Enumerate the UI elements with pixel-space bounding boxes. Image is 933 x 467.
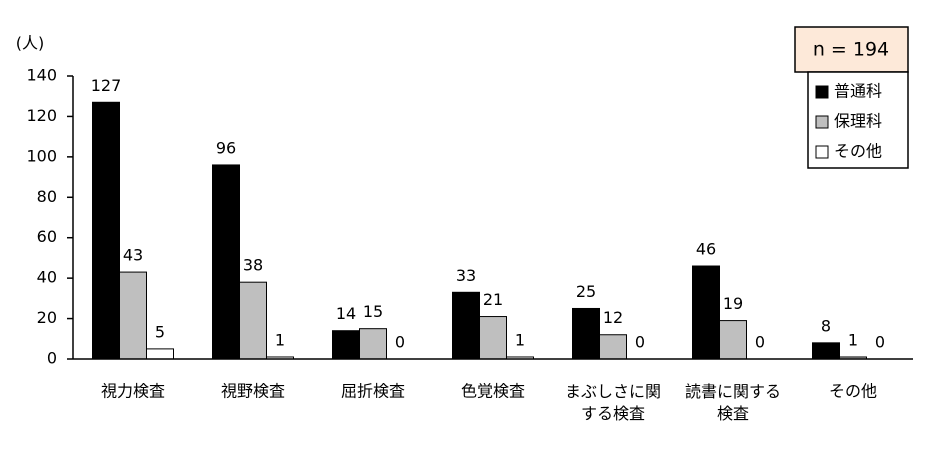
- y-unit-label: (人): [16, 34, 45, 53]
- value-label: 25: [576, 282, 596, 301]
- bar: [719, 320, 747, 360]
- value-label: 127: [91, 76, 122, 95]
- value-label: 15: [363, 302, 383, 321]
- legend-swatch: [815, 85, 829, 99]
- x-tick-label: まぶしさに関する検査: [565, 382, 661, 423]
- y-tick-label: 40: [37, 268, 57, 287]
- x-tick-label: 色覚検査: [461, 382, 525, 401]
- bar: [146, 348, 174, 360]
- bar: [92, 101, 120, 360]
- x-tick-label: その他: [829, 382, 877, 401]
- y-tick-label: 20: [37, 308, 57, 327]
- y-tick-label: 140: [26, 66, 57, 85]
- x-tick-label: 屈折検査: [341, 382, 405, 401]
- x-tick-label: 読書に関する検査: [685, 382, 781, 423]
- value-label: 1: [275, 330, 285, 349]
- value-label: 0: [635, 333, 645, 352]
- bar: [572, 307, 600, 360]
- bar: [239, 281, 267, 360]
- y-tick-label: 0: [47, 349, 57, 368]
- legend-swatch: [815, 115, 829, 129]
- bar: [692, 265, 720, 360]
- value-label: 0: [875, 333, 885, 352]
- value-label: 0: [755, 333, 765, 352]
- bar: [212, 164, 240, 360]
- value-label: 14: [336, 304, 356, 323]
- value-label: 5: [155, 322, 165, 341]
- value-label: 19: [723, 294, 743, 313]
- value-label: 43: [123, 246, 143, 265]
- value-label: 38: [243, 256, 263, 275]
- value-label: 1: [848, 330, 858, 349]
- bar: [332, 330, 360, 360]
- x-tick-label: 視力検査: [101, 382, 165, 401]
- legend-label: その他: [834, 142, 882, 161]
- value-label: 46: [696, 240, 716, 259]
- note: n = 194: [813, 39, 889, 61]
- value-label: 0: [395, 333, 405, 352]
- value-label: 21: [483, 290, 503, 309]
- y-tick-label: 100: [26, 146, 57, 165]
- legend-label: 保理科: [834, 112, 882, 131]
- y-tick-label: 120: [26, 106, 57, 125]
- bar: [119, 271, 147, 360]
- bar: [359, 328, 387, 360]
- legend-label: 普通科: [834, 82, 882, 101]
- legend-swatch: [815, 145, 829, 159]
- value-label: 12: [603, 308, 623, 327]
- bar: [812, 342, 840, 360]
- value-label: 33: [456, 266, 476, 285]
- note-box: [794, 26, 909, 73]
- bar: [452, 291, 480, 360]
- bar: [599, 334, 627, 360]
- x-tick-label: 視野検査: [221, 382, 285, 401]
- bar: [479, 316, 507, 360]
- value-label: 8: [821, 316, 831, 335]
- value-label: 96: [216, 138, 236, 157]
- y-tick-label: 60: [37, 227, 57, 246]
- y-tick-label: 80: [37, 187, 57, 206]
- value-label: 1: [515, 330, 525, 349]
